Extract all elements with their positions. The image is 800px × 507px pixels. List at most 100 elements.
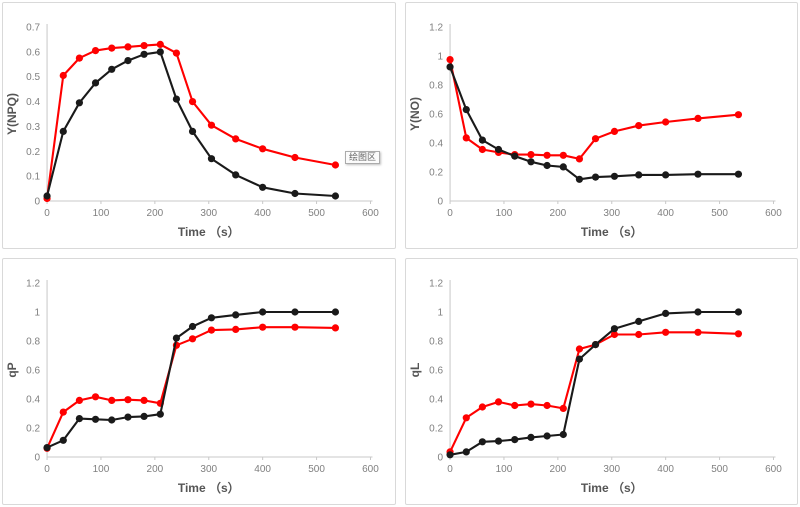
series-line-red	[46, 43, 337, 200]
series-marker-red	[575, 155, 583, 163]
x-tick-label: 100	[495, 208, 512, 219]
y-tick-label: 1.2	[429, 279, 443, 290]
series-marker-red	[207, 121, 216, 129]
x-tick-label: 300	[603, 208, 620, 219]
y-tick-label: 0.6	[26, 47, 40, 58]
series-marker-black	[207, 314, 216, 322]
x-tick-label: 0	[44, 464, 50, 475]
series-marker-red	[462, 414, 470, 422]
series-marker-black	[462, 106, 470, 114]
series-marker-black	[510, 436, 518, 444]
x-tick-label: 300	[200, 208, 217, 219]
x-tick-label: 600	[362, 208, 379, 219]
series-marker-red	[291, 323, 299, 331]
x-tick-label: 100	[93, 464, 110, 475]
series-line-black	[46, 50, 337, 198]
series-marker-red	[462, 134, 470, 142]
series-marker-black	[526, 158, 535, 166]
series-marker-red	[108, 44, 116, 52]
series-line-black	[448, 65, 739, 181]
series-marker-black	[43, 444, 51, 452]
series-marker-black	[575, 355, 583, 363]
series-marker-red	[661, 328, 669, 336]
series-marker-red	[172, 49, 181, 57]
series-marker-black	[494, 437, 502, 445]
y-axis-title: qL	[408, 363, 422, 378]
series-marker-black	[232, 171, 240, 179]
y-tick-label: 1	[437, 308, 443, 319]
series-marker-red	[91, 393, 100, 401]
series-line-black	[46, 310, 337, 449]
y-tick-label: 0	[34, 453, 40, 464]
series-marker-black	[331, 308, 340, 316]
y-tick-label: 0.8	[429, 81, 443, 92]
chart-svg-y-npq: 0 100 200 300 400 500 600 0 0.1 0.2 0.3 0.4 0.5 0.6 0.…	[5, 23, 379, 239]
series-marker-red	[591, 135, 599, 143]
series-marker-red	[207, 326, 216, 334]
series-marker-red	[331, 324, 340, 332]
series-marker-black	[59, 127, 67, 135]
series-marker-black	[156, 410, 164, 418]
series-marker-red	[610, 330, 618, 339]
series-marker-black	[542, 432, 551, 440]
series-marker-black	[172, 95, 181, 103]
series-marker-red	[91, 47, 100, 55]
y-tick-label: 0.8	[26, 337, 40, 348]
y-tick-label: 0.1	[26, 172, 40, 183]
series-marker-black	[445, 63, 454, 71]
x-tick-label: 500	[711, 208, 728, 219]
chart-panel-ql[interactable]: 0 100 200 300 400 500 600 0 0.2 0.4 0.6 0.8 1 1.2 Time…	[404, 258, 798, 505]
chart-svg-ql: 0 100 200 300 400 500 600 0 0.2 0.4 0.6 0.8 1 1.2 Time…	[408, 279, 782, 495]
series-marker-black	[291, 189, 299, 198]
series-marker-black	[75, 99, 84, 107]
y-axis-title: Y(NPQ)	[5, 93, 19, 135]
y-axis-title: Y(NO)	[408, 97, 422, 131]
x-tick-label: 100	[93, 208, 110, 219]
series-marker-black	[634, 171, 642, 179]
x-tick-label: 400	[657, 208, 674, 219]
series-marker-black	[291, 308, 299, 316]
x-axis-title: Time （s）	[178, 224, 240, 239]
y-axis-title: qP	[5, 362, 19, 377]
chart-svg-y-no: 0 100 200 300 400 500 600 0 0.2 0.4 0.6 0.8 1 1.2 Time…	[408, 23, 782, 239]
y-tick-label: 0.4	[26, 395, 40, 406]
series-marker-red	[59, 71, 67, 80]
series-marker-black	[575, 175, 583, 183]
series-marker-black	[462, 448, 470, 456]
series-line-red	[46, 326, 337, 450]
series-marker-red	[124, 396, 132, 404]
series-marker-black	[124, 57, 132, 65]
x-tick-label: 200	[549, 464, 566, 475]
series-line-red	[448, 58, 739, 160]
x-tick-label: 100	[495, 464, 512, 475]
y-tick-label: 0	[437, 453, 443, 464]
y-tick-label: 0.6	[26, 366, 40, 377]
series-marker-black	[693, 170, 702, 178]
series-marker-black	[591, 341, 599, 349]
y-tick-label: 0.8	[429, 337, 443, 348]
series-marker-black	[634, 317, 642, 325]
series-marker-red	[478, 403, 486, 411]
chart-panel-y-npq[interactable]: 绘图区 0 100 200 300 400 500 600 0 0.1 0.2 0.3 0.4 0.5 0…	[2, 2, 396, 249]
y-tick-label: 0.7	[26, 23, 40, 34]
series-marker-black	[43, 192, 51, 200]
chart-panel-qp[interactable]: 0 100 200 300 400 500 600 0 0.2 0.4 0.6 0.8 1 1.2 Time…	[2, 258, 396, 505]
series-marker-black	[232, 311, 240, 319]
x-tick-label: 200	[147, 208, 164, 219]
x-axis-title: Time （s）	[178, 480, 240, 495]
x-tick-label: 0	[44, 208, 50, 219]
y-tick-label: 1	[437, 52, 443, 63]
y-tick-label: 0.2	[429, 424, 443, 435]
series-marker-black	[542, 161, 551, 170]
x-tick-label: 300	[603, 464, 620, 475]
series-marker-black	[75, 415, 84, 423]
chart-panel-y-no[interactable]: 0 100 200 300 400 500 600 0 0.2 0.4 0.6 0.8 1 1.2 Time…	[404, 2, 798, 249]
x-axis-title: Time （s）	[580, 224, 642, 239]
series-marker-red	[259, 145, 267, 153]
series-marker-black	[188, 127, 197, 135]
series-marker-red	[259, 323, 267, 331]
x-tick-label: 500	[711, 464, 728, 475]
series-marker-black	[661, 171, 669, 179]
series-marker-red	[734, 330, 742, 338]
series-marker-black	[140, 50, 148, 58]
